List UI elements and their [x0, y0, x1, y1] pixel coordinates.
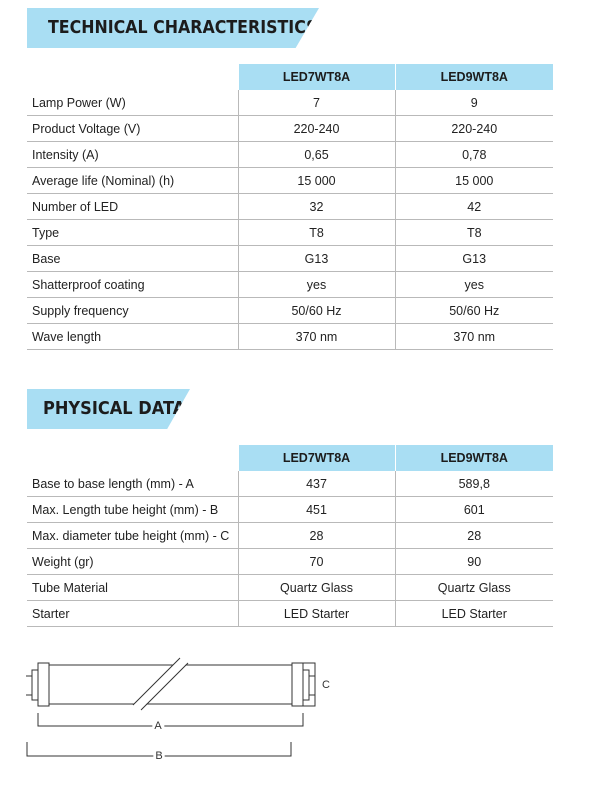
- row-value: 601: [394, 496, 553, 523]
- row-value: 15 000: [237, 167, 395, 194]
- row-label: Starter: [27, 600, 238, 627]
- table-row: Weight (gr) 70 90: [27, 548, 553, 575]
- row-value: 50/60 Hz: [237, 297, 395, 324]
- row-value: 15 000: [394, 167, 553, 194]
- row-label: Type: [27, 219, 238, 246]
- row-value: 437: [237, 471, 395, 497]
- physical-data-banner: PHYSICAL DATA: [27, 389, 190, 429]
- row-label: Shatterproof coating: [27, 271, 238, 298]
- row-value: 50/60 Hz: [394, 297, 553, 324]
- dimension-c-bracket: [300, 662, 316, 707]
- left-pins-icon: [26, 669, 39, 701]
- row-value: 220-240: [394, 115, 553, 142]
- header-blank-cell: [27, 445, 238, 471]
- row-value: 451: [237, 496, 395, 523]
- row-label: Intensity (A): [27, 141, 238, 168]
- row-value: 370 nm: [237, 323, 395, 350]
- physical-data-table: LED7WT8A LED9WT8A Base to base length (m…: [27, 445, 553, 627]
- row-value: T8: [237, 219, 395, 246]
- dimension-a-label: A: [154, 720, 162, 732]
- row-value: 42: [394, 193, 553, 220]
- tube-body: [49, 657, 292, 712]
- row-value: 90: [394, 548, 553, 575]
- physical-data-title: PHYSICAL DATA: [43, 398, 186, 419]
- column-header-led9wt8a: LED9WT8A: [394, 64, 553, 90]
- table-row: Lamp Power (W) 7 9: [27, 90, 553, 116]
- table-row: Wave length 370 nm 370 nm: [27, 323, 553, 350]
- table-row: Supply frequency 50/60 Hz 50/60 Hz: [27, 297, 553, 324]
- dimension-c-label: C: [322, 679, 330, 691]
- label-knockout: [320, 679, 332, 691]
- label-knockout: [153, 750, 165, 762]
- header-blank-cell: [27, 64, 238, 90]
- row-value: yes: [394, 271, 553, 298]
- table-header-row: LED7WT8A LED9WT8A: [27, 64, 553, 90]
- row-label: Product Voltage (V): [27, 115, 238, 142]
- tube-dimension-diagram: C A B: [26, 657, 332, 762]
- technical-characteristics-table: LED7WT8A LED9WT8A Lamp Power (W) 7 9 Produ…: [27, 64, 553, 350]
- row-value: 9: [394, 90, 553, 116]
- row-value: Quartz Glass: [394, 574, 553, 601]
- left-end-cap: [37, 662, 50, 707]
- row-value: 0,78: [394, 141, 553, 168]
- table-row: Tube Material Quartz Glass Quartz Glass: [27, 574, 553, 601]
- technical-rows: Lamp Power (W) 7 9 Product Voltage (V) 220-…: [27, 90, 553, 350]
- column-header-led7wt8a: LED7WT8A: [237, 445, 395, 471]
- label-knockout: [152, 720, 165, 732]
- row-value: G13: [237, 245, 395, 272]
- table-row: Base G13 G13: [27, 245, 553, 272]
- row-label: Average life (Nominal) (h): [27, 167, 238, 194]
- row-value: 0,65: [237, 141, 395, 168]
- table-row: Number of LED 32 42: [27, 193, 553, 220]
- row-value: 70: [237, 548, 395, 575]
- row-value: 7: [237, 90, 395, 116]
- technical-characteristics-banner: TECHNICAL CHARACTERISTICS: [27, 8, 319, 48]
- dimension-a-line: [37, 713, 304, 727]
- row-label: Base to base length (mm) - A: [27, 471, 238, 497]
- row-label: Tube Material: [27, 574, 238, 601]
- table-row: Max. Length tube height (mm) - B 451 601: [27, 496, 553, 523]
- right-pins-icon: [302, 669, 315, 701]
- row-value: LED Starter: [237, 600, 395, 627]
- dimension-b-label: B: [155, 750, 162, 762]
- table-row: Average life (Nominal) (h) 15 000 15 000: [27, 167, 553, 194]
- technical-characteristics-title: TECHNICAL CHARACTERISTICS: [48, 17, 318, 38]
- column-header-led9wt8a: LED9WT8A: [394, 445, 553, 471]
- row-value: 28: [237, 522, 395, 549]
- row-value: 32: [237, 193, 395, 220]
- row-value: 589,8: [394, 471, 553, 497]
- table-row: Base to base length (mm) - A 437 589,8: [27, 471, 553, 497]
- table-row: Intensity (A) 0,65 0,78: [27, 141, 553, 168]
- row-value: G13: [394, 245, 553, 272]
- physical-rows: Base to base length (mm) - A 437 589,8 Max…: [27, 471, 553, 627]
- table-row: Max. diameter tube height (mm) - C 28 28: [27, 522, 553, 549]
- row-label: Supply frequency: [27, 297, 238, 324]
- table-row: Starter LED Starter LED Starter: [27, 600, 553, 627]
- row-label: Number of LED: [27, 193, 238, 220]
- row-label: Weight (gr): [27, 548, 238, 575]
- table-header-row: LED7WT8A LED9WT8A: [27, 445, 553, 471]
- row-value: LED Starter: [394, 600, 553, 627]
- row-value: T8: [394, 219, 553, 246]
- table-row: Shatterproof coating yes yes: [27, 271, 553, 298]
- row-label: Lamp Power (W): [27, 90, 238, 116]
- table-row: Type T8 T8: [27, 219, 553, 246]
- column-header-led7wt8a: LED7WT8A: [237, 64, 395, 90]
- table-row: Product Voltage (V) 220-240 220-240: [27, 115, 553, 142]
- row-label: Max. diameter tube height (mm) - C: [27, 522, 238, 549]
- row-value: 220-240: [237, 115, 395, 142]
- row-label: Base: [27, 245, 238, 272]
- row-value: 370 nm: [394, 323, 553, 350]
- row-value: 28: [394, 522, 553, 549]
- row-label: Max. Length tube height (mm) - B: [27, 496, 238, 523]
- row-label: Wave length: [27, 323, 238, 350]
- right-end-cap: [291, 662, 304, 707]
- row-value: Quartz Glass: [237, 574, 395, 601]
- row-value: yes: [237, 271, 395, 298]
